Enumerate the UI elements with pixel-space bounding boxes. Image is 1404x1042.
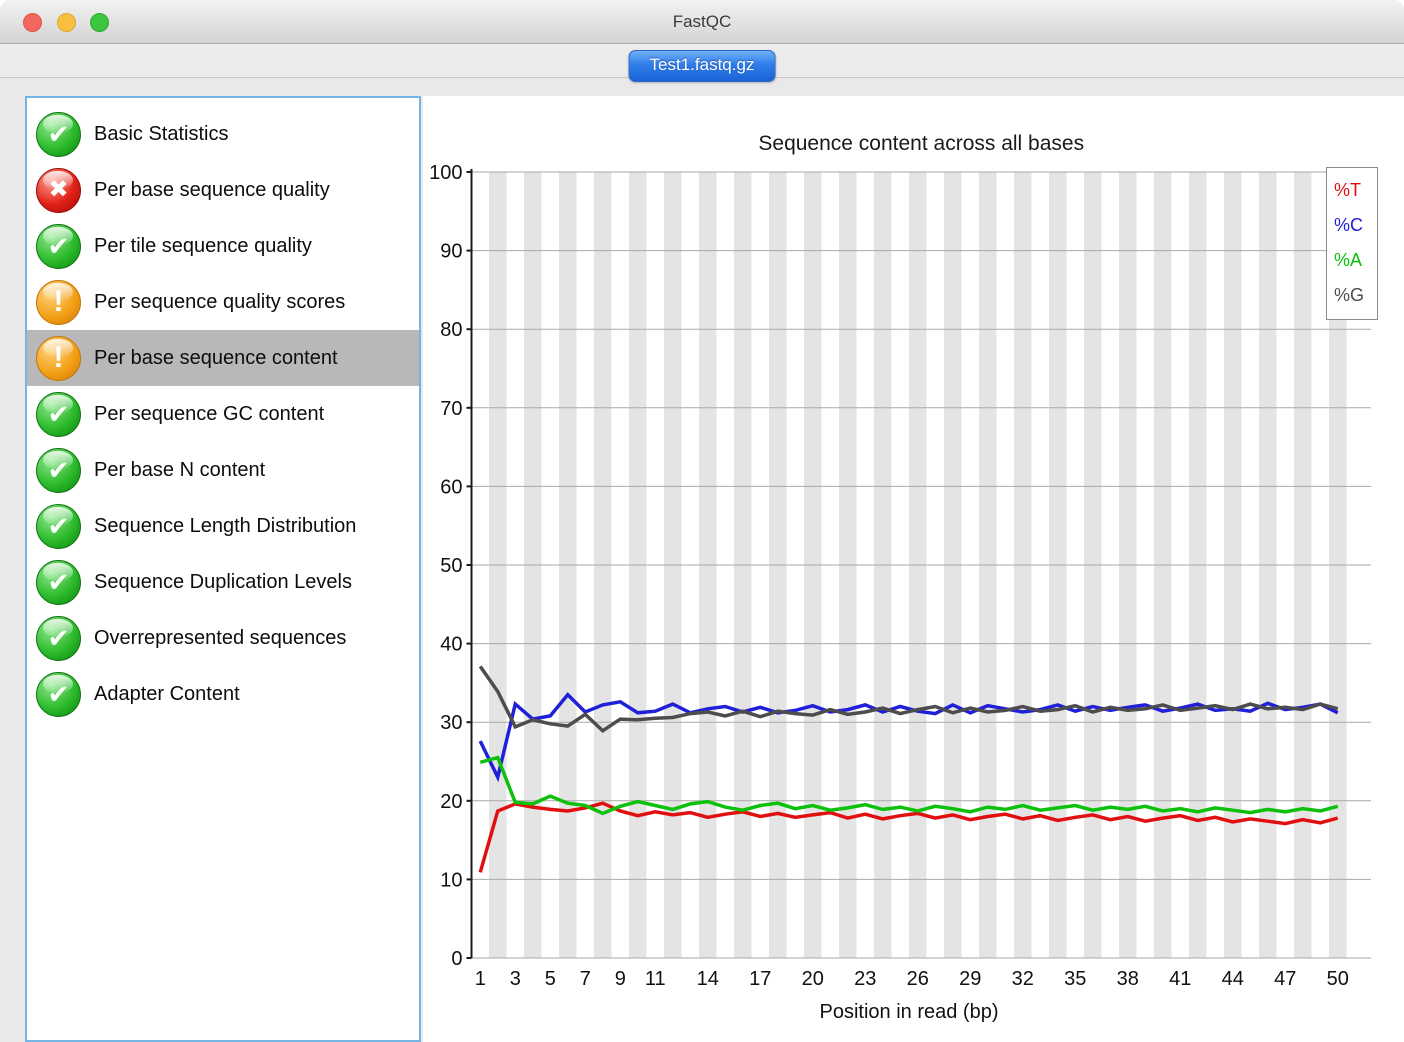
tab-strip: Test1.fastq.gz <box>0 44 1404 82</box>
module-sidebar: ✔ Basic Statistics ✖ Per base sequence q… <box>25 96 421 1042</box>
check-icon: ✔ <box>36 223 81 269</box>
sidebar-item-per-sequence-gc-content[interactable]: ✔ Per sequence GC content <box>27 386 419 442</box>
title-bar: FastQC <box>0 0 1404 44</box>
sidebar-item-label: Adapter Content <box>94 682 240 705</box>
check-icon: ✔ <box>36 671 81 717</box>
series-line-g <box>478 665 1339 734</box>
chart-title: Sequence content across all bases <box>758 132 1084 155</box>
y-tick-label: 20 <box>440 791 462 813</box>
sidebar-item-label: Sequence Duplication Levels <box>94 570 352 593</box>
x-tick-label: 41 <box>1169 968 1191 990</box>
sidebar-item-label: Basic Statistics <box>94 122 229 145</box>
x-axis-label: Position in read (bp) <box>820 1001 999 1023</box>
sidebar-item-label: Per sequence quality scores <box>94 290 346 313</box>
y-tick-label: 40 <box>440 634 462 656</box>
series-line-t <box>478 801 1339 873</box>
x-tick-label: 1 <box>475 968 486 990</box>
sidebar-item-adapter-content[interactable]: ✔ Adapter Content <box>27 666 419 722</box>
zoom-button-icon[interactable] <box>90 13 109 32</box>
y-tick-label: 10 <box>440 869 462 891</box>
x-tick-label: 5 <box>545 968 556 990</box>
x-tick-label: 38 <box>1117 968 1139 990</box>
tab-test1-fastq[interactable]: Test1.fastq.gz <box>628 50 776 82</box>
y-tick-label: 100 <box>429 162 462 184</box>
x-tick-label: 32 <box>1012 968 1034 990</box>
y-tick-label: 80 <box>440 319 462 341</box>
sidebar-item-label: Overrepresented sequences <box>94 626 347 649</box>
sidebar-item-per-tile-sequence-quality[interactable]: ✔ Per tile sequence quality <box>27 218 419 274</box>
x-tick-label: 14 <box>697 968 719 990</box>
y-tick-label: 0 <box>451 948 462 970</box>
exclamation-icon: ! <box>36 335 81 381</box>
legend-entry-a: %A <box>1334 250 1363 270</box>
check-icon: ✔ <box>36 559 81 605</box>
check-icon: ✔ <box>36 111 81 157</box>
legend-entry-c: %C <box>1334 215 1364 235</box>
y-tick-label: 30 <box>440 712 462 734</box>
sidebar-item-label: Per tile sequence quality <box>94 234 312 257</box>
sidebar-item-label: Sequence Length Distribution <box>94 514 357 537</box>
series-line-c <box>478 692 1339 783</box>
chart-legend: %T %C %A %G <box>1326 167 1378 320</box>
sidebar-item-label: Per sequence GC content <box>94 402 325 425</box>
x-tick-label: 9 <box>615 968 626 990</box>
exclamation-icon: ! <box>36 279 81 325</box>
x-tick-label: 35 <box>1064 968 1086 990</box>
sidebar-item-per-sequence-quality-scores[interactable]: ! Per sequence quality scores <box>27 274 419 330</box>
check-icon: ✔ <box>36 615 81 661</box>
sidebar-item-sequence-duplication-levels[interactable]: ✔ Sequence Duplication Levels <box>27 554 419 610</box>
minimize-button-icon[interactable] <box>57 13 76 32</box>
sidebar-item-overrepresented-sequences[interactable]: ✔ Overrepresented sequences <box>27 610 419 666</box>
sidebar-item-per-base-sequence-quality[interactable]: ✖ Per base sequence quality <box>27 162 419 218</box>
x-tick-label: 17 <box>749 968 771 990</box>
x-tick-label: 11 <box>645 968 666 990</box>
sidebar-item-per-base-n-content[interactable]: ✔ Per base N content <box>27 442 419 498</box>
sidebar-item-label: Per base N content <box>94 458 266 481</box>
x-tick-label: 23 <box>854 968 876 990</box>
legend-entry-g: %G <box>1334 285 1365 305</box>
sidebar-item-label: Per base sequence content <box>94 346 338 369</box>
series-line-a <box>479 755 1339 816</box>
check-icon: ✔ <box>36 447 81 493</box>
x-tick-label: 26 <box>907 968 929 990</box>
cross-icon: ✖ <box>36 167 81 213</box>
x-tick-label: 7 <box>580 968 591 990</box>
y-tick-label: 50 <box>440 555 462 577</box>
y-tick-label: 70 <box>440 398 462 420</box>
x-tick-label: 44 <box>1222 968 1244 990</box>
x-tick-label: 3 <box>510 968 521 990</box>
window-title: FastQC <box>672 12 732 31</box>
x-tick-label: 29 <box>959 968 981 990</box>
legend-entry-t: %T <box>1334 180 1361 200</box>
check-icon: ✔ <box>36 503 81 549</box>
chart-panel: 0 10 20 30 40 50 60 70 80 90 100 1 3 5 7 9 11 14 17 20 23 26 2… <box>423 96 1404 1042</box>
sidebar-item-label: Per base sequence quality <box>94 178 330 201</box>
y-tick-label: 90 <box>440 241 462 263</box>
sidebar-item-basic-statistics[interactable]: ✔ Basic Statistics <box>27 106 419 162</box>
close-button-icon[interactable] <box>23 13 42 32</box>
sidebar-item-per-base-sequence-content[interactable]: ! Per base sequence content <box>27 330 419 386</box>
check-icon: ✔ <box>36 391 81 437</box>
x-tick-label: 47 <box>1274 968 1296 990</box>
sidebar-item-sequence-length-distribution[interactable]: ✔ Sequence Length Distribution <box>27 498 419 554</box>
x-tick-label: 20 <box>802 968 824 990</box>
x-tick-label: 50 <box>1327 968 1349 990</box>
y-tick-label: 60 <box>440 476 462 498</box>
